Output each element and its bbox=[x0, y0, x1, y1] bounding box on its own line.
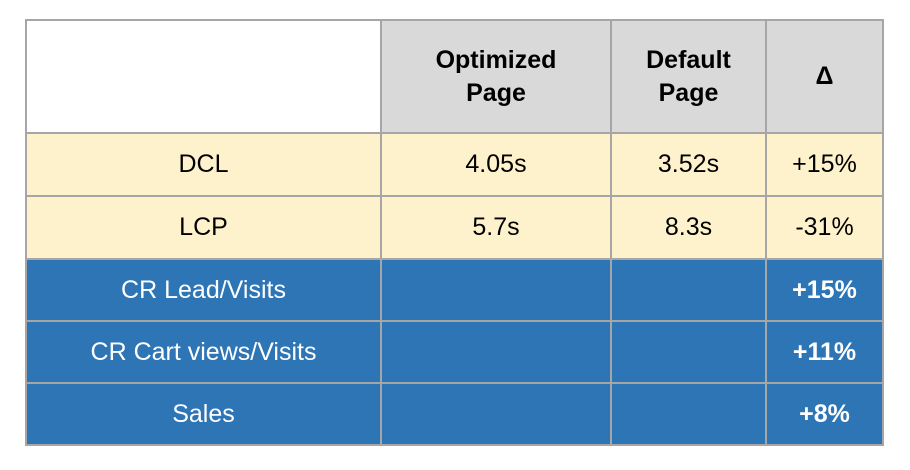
delta-value: +11% bbox=[765, 320, 884, 384]
row-label: CR Cart views/Visits bbox=[25, 320, 382, 384]
row-label: Sales bbox=[25, 382, 382, 446]
header-optimized-page: Optimized Page bbox=[380, 19, 612, 134]
default-value bbox=[610, 258, 767, 322]
default-value: 8.3s bbox=[610, 195, 767, 260]
header-empty-cell bbox=[25, 19, 382, 134]
optimized-value bbox=[380, 258, 612, 322]
delta-value: +15% bbox=[765, 132, 884, 197]
table-row-sales: Sales +8% bbox=[25, 382, 884, 446]
default-value bbox=[610, 320, 767, 384]
table-row-dcl: DCL 4.05s 3.52s +15% bbox=[25, 132, 884, 197]
optimized-value bbox=[380, 382, 612, 446]
header-default-page: Default Page bbox=[610, 19, 767, 134]
header-delta: Δ bbox=[765, 19, 884, 134]
row-label: CR Lead/Visits bbox=[25, 258, 382, 322]
metrics-comparison-table: Optimized Page Default Page Δ DCL 4.05s … bbox=[25, 19, 884, 446]
table-row-cr-lead-visits: CR Lead/Visits +15% bbox=[25, 258, 884, 322]
optimized-value bbox=[380, 320, 612, 384]
default-value: 3.52s bbox=[610, 132, 767, 197]
delta-value: +15% bbox=[765, 258, 884, 322]
default-value bbox=[610, 382, 767, 446]
delta-value: -31% bbox=[765, 195, 884, 260]
row-label: DCL bbox=[25, 132, 382, 197]
optimized-value: 5.7s bbox=[380, 195, 612, 260]
table-row-lcp: LCP 5.7s 8.3s -31% bbox=[25, 195, 884, 260]
row-label: LCP bbox=[25, 195, 382, 260]
table-header-row: Optimized Page Default Page Δ bbox=[25, 19, 884, 134]
table-row-cr-cart-views-visits: CR Cart views/Visits +11% bbox=[25, 320, 884, 384]
delta-value: +8% bbox=[765, 382, 884, 446]
optimized-value: 4.05s bbox=[380, 132, 612, 197]
